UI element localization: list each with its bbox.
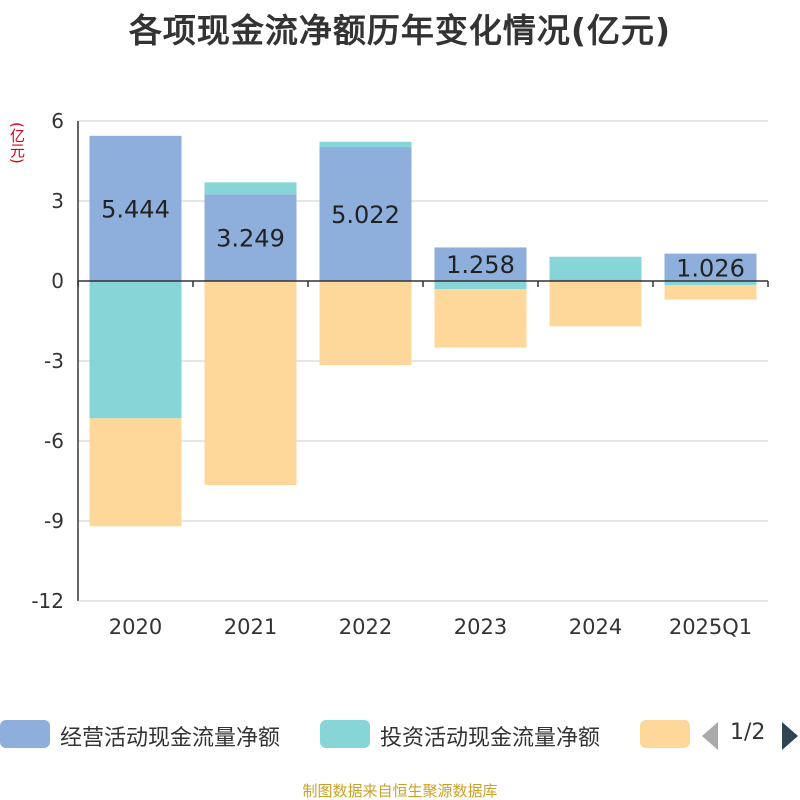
bar-investing-2025Q1 xyxy=(664,281,757,285)
y-tick-label: -6 xyxy=(44,429,64,453)
bar-investing-2023 xyxy=(434,281,527,289)
bar-data-label: 1.258 xyxy=(446,251,515,279)
legend-swatch-investing xyxy=(320,720,370,748)
x-category-label: 2020 xyxy=(109,615,162,639)
bar-financing-2023 xyxy=(434,289,527,348)
bar-financing-2022 xyxy=(319,281,412,365)
legend-label-operating: 经营活动现金流量净额 xyxy=(60,726,281,751)
legend-item-operating[interactable]: 经营活动现金流量净额 xyxy=(0,716,310,752)
bar-data-label: 1.026 xyxy=(676,254,745,282)
y-tick-label: 6 xyxy=(51,109,64,133)
x-category-label: 2023 xyxy=(454,615,507,639)
legend-page-indicator: 1/2 xyxy=(730,720,766,745)
x-category-label: 2024 xyxy=(569,615,622,639)
bar-operating-2020 xyxy=(89,135,182,281)
bar-operating-2021 xyxy=(204,194,297,281)
x-category-label: 2025Q1 xyxy=(669,615,752,639)
bar-financing-2020 xyxy=(89,418,182,527)
y-tick-label: 3 xyxy=(51,189,64,213)
bar-investing-2021 xyxy=(204,182,297,195)
bar-data-label: 3.249 xyxy=(216,225,285,253)
legend-item-investing[interactable]: 投资活动现金流量净额 xyxy=(320,716,630,752)
chart-title: 各项现金流净额历年变化情况(亿元) xyxy=(128,11,672,50)
y-tick-label: -12 xyxy=(31,589,64,613)
bar-operating-2023 xyxy=(434,247,527,281)
bar-investing-2024 xyxy=(549,256,642,280)
legend-next-page-icon[interactable] xyxy=(782,722,798,750)
bar-financing-2024 xyxy=(549,281,642,327)
bar-financing-2025Q1 xyxy=(664,285,757,300)
legend-item-financing[interactable] xyxy=(640,716,690,752)
data-source-note: 制图数据来自恒生聚源数据库 xyxy=(302,782,498,800)
bar-investing-2022 xyxy=(319,141,412,148)
legend-prev-page-icon[interactable] xyxy=(702,722,718,750)
y-tick-label: -3 xyxy=(44,349,64,373)
legend-swatch-operating xyxy=(0,720,50,748)
bar-investing-2020 xyxy=(89,281,182,419)
legend-label-investing: 投资活动现金流量净额 xyxy=(380,726,601,751)
y-axis-unit-label: (亿元) xyxy=(8,122,26,164)
x-category-label: 2022 xyxy=(339,615,392,639)
bar-data-label: 5.022 xyxy=(331,201,400,229)
stacked-bar-chart: 6 3 0 -3 -6 -9 -12 2020 2021 2022 2023 2024 2025Q1 5.… xyxy=(31,109,769,639)
y-tick-label: -9 xyxy=(44,509,64,533)
bar-financing-2021 xyxy=(204,281,297,485)
x-category-label: 2021 xyxy=(224,615,277,639)
bar-data-label: 5.444 xyxy=(101,195,170,223)
legend-swatch-financing xyxy=(640,720,690,748)
y-tick-label: 0 xyxy=(51,269,64,293)
bar-operating-2025Q1 xyxy=(664,253,757,281)
bar-operating-2024 xyxy=(549,279,642,281)
bar-operating-2022 xyxy=(319,147,412,281)
